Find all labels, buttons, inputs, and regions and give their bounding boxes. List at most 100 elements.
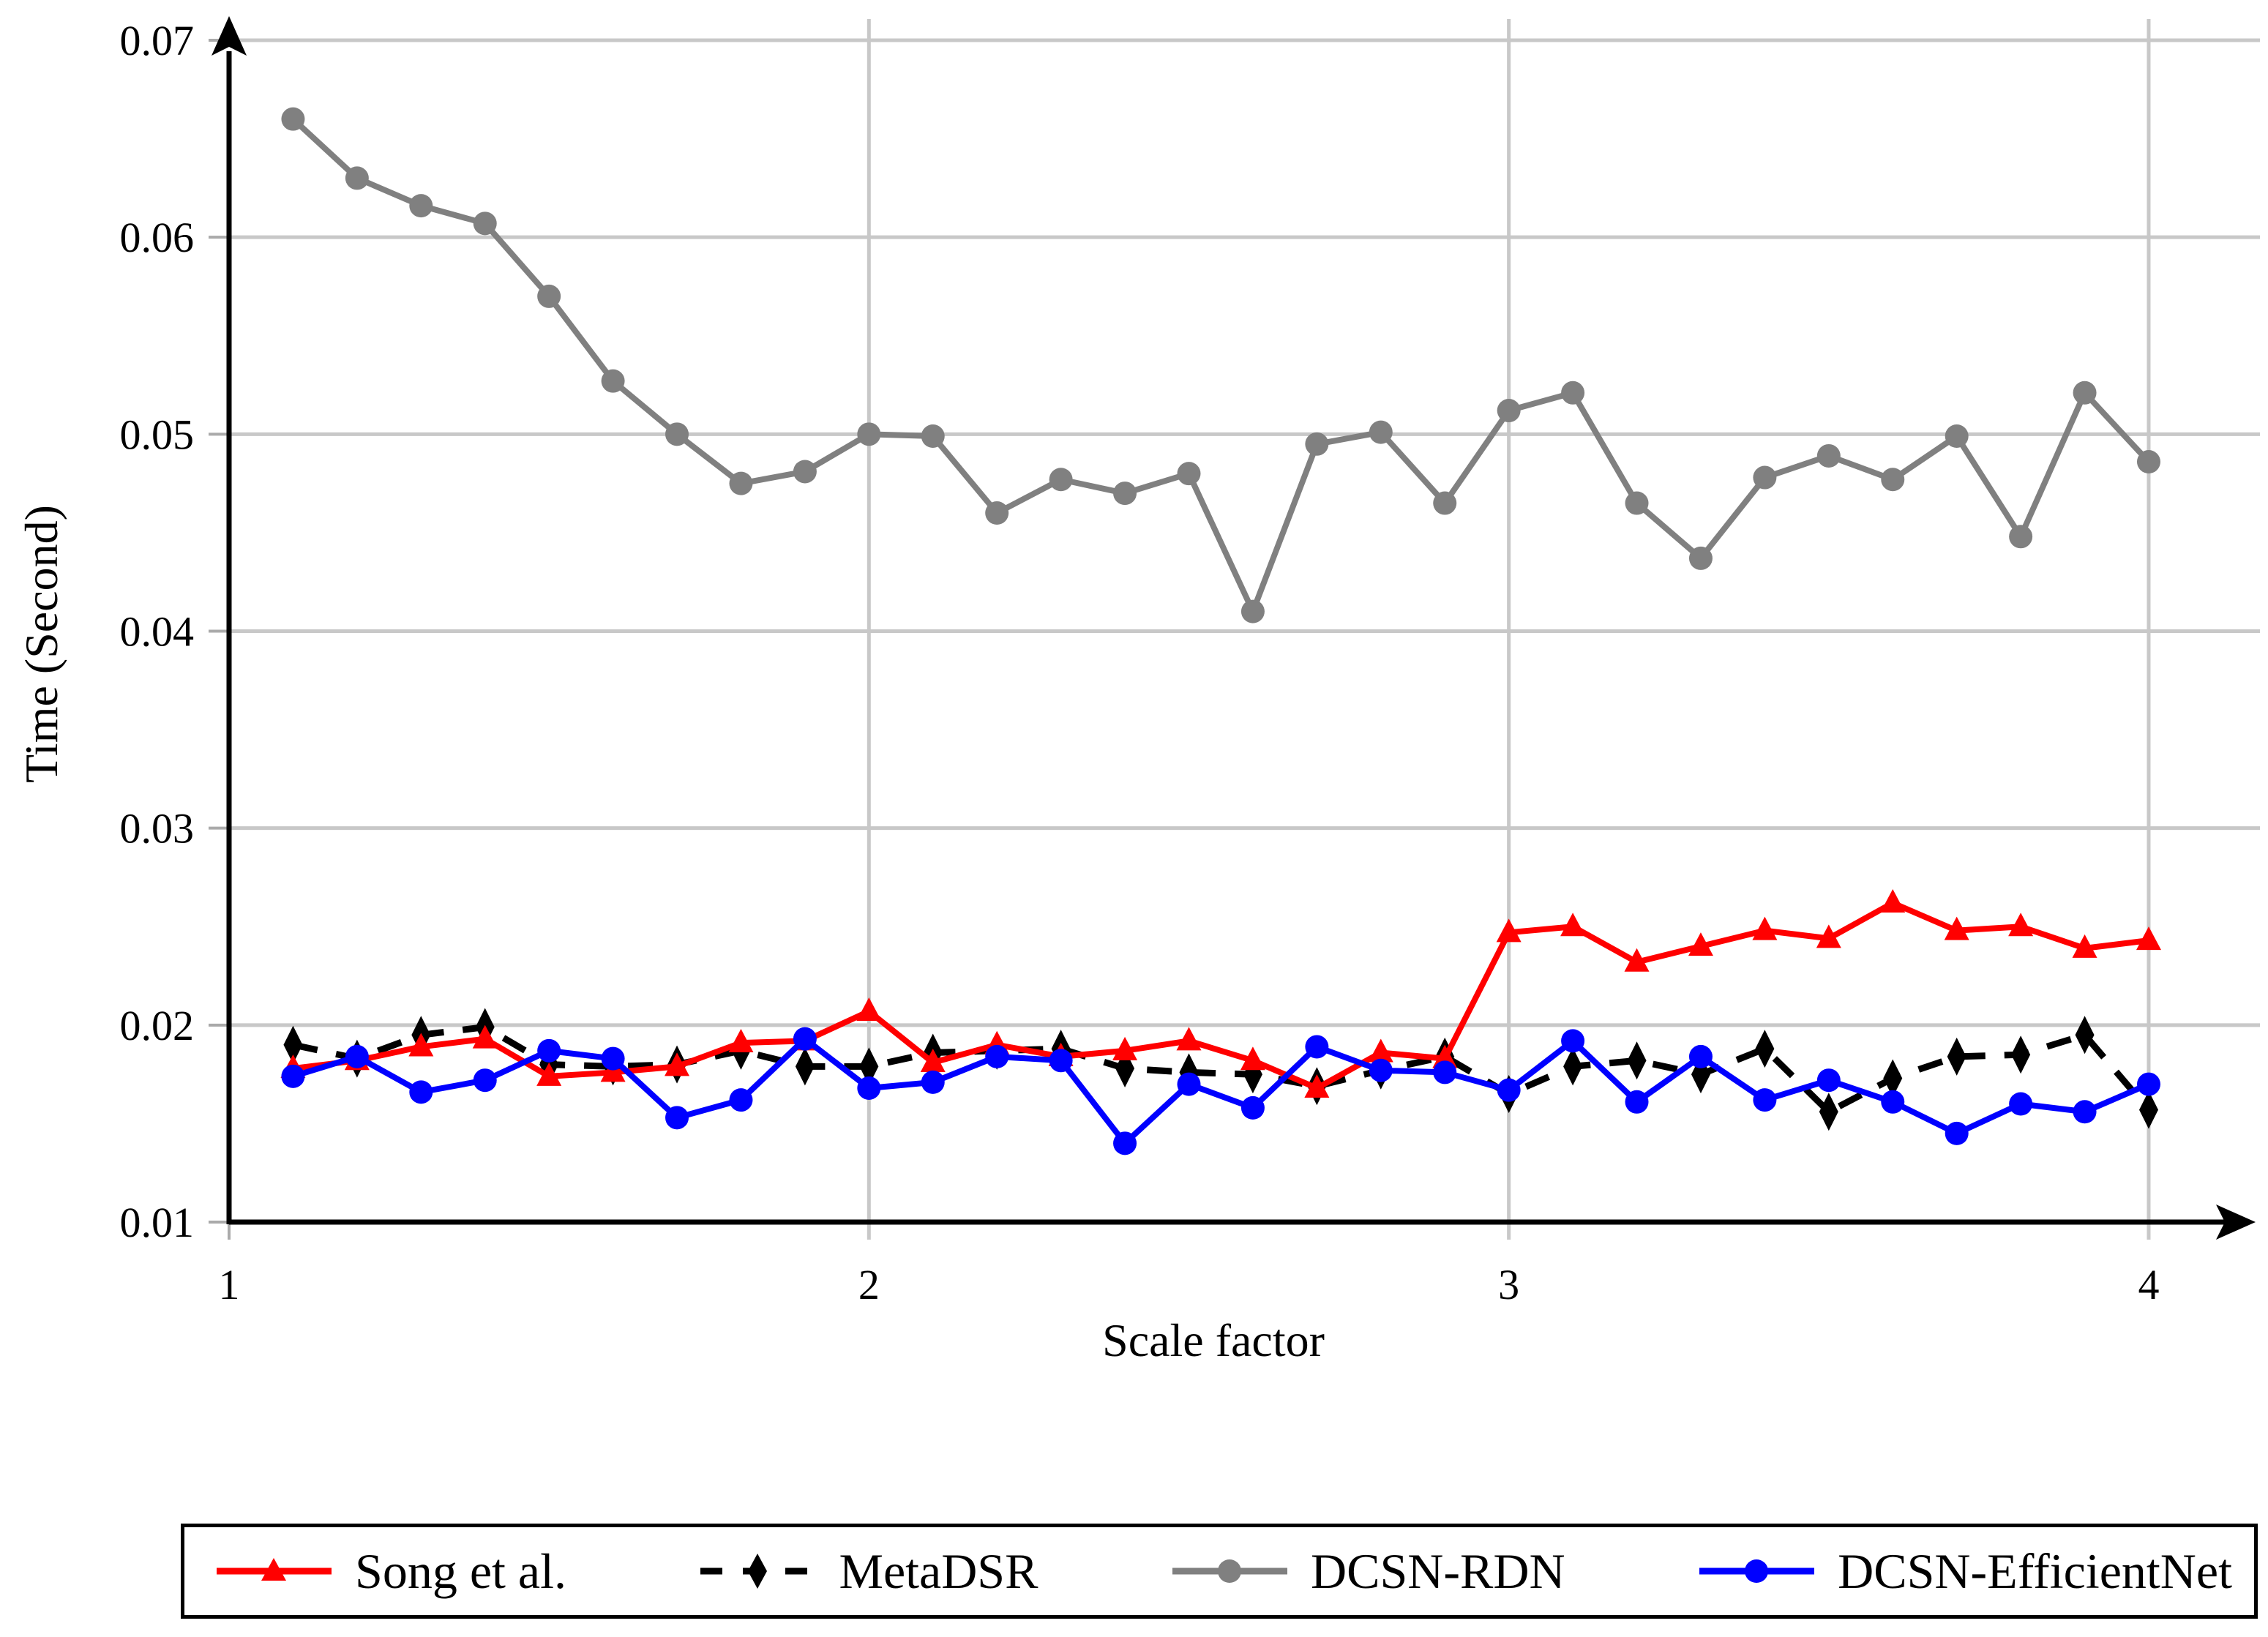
- series-marker-circle-dcsn-rdn: [2073, 381, 2097, 405]
- series-marker-circle-dcsn-efficientnet: [2009, 1092, 2033, 1116]
- series-marker-triangle-song-et-al: [2008, 913, 2034, 937]
- legend-sample-circle-icon: [1745, 1559, 1769, 1583]
- legend-item-song-et-al: Song et al.: [214, 1543, 566, 1600]
- series-line-metadsr: [292, 1024, 2152, 1115]
- series-marker-circle-dcsn-efficientnet: [1945, 1121, 1969, 1145]
- series-marker-diamond-metadsr: [1563, 1047, 1583, 1086]
- legend-box: Song et al. MetaDSR DCSN-RDN DCSN-Effici…: [181, 1524, 2258, 1619]
- series-marker-circle-dcsn-efficientnet: [1561, 1029, 1585, 1053]
- series-marker-circle-dcsn-rdn: [1688, 546, 1713, 570]
- x-axis-label: Scale factor: [1102, 1314, 1325, 1366]
- y-tick-label: 0.03: [120, 805, 195, 853]
- x-axis-arrow-icon: [2216, 1205, 2256, 1240]
- series-marker-circle-dcsn-rdn: [537, 284, 561, 308]
- series-marker-diamond-metadsr: [1883, 1059, 1903, 1098]
- legend-line-circle-icon: [1172, 1559, 1287, 1583]
- series-marker-diamond-metadsr: [859, 1047, 879, 1086]
- series-marker-circle-dcsn-rdn: [729, 471, 753, 495]
- series-marker-diamond-metadsr: [1755, 1030, 1775, 1068]
- series-marker-circle-dcsn-efficientnet: [1305, 1035, 1329, 1059]
- series-marker-circle-dcsn-efficientnet: [985, 1044, 1009, 1068]
- legend-line-triangle-icon: [217, 1558, 332, 1581]
- legend-item-metadsr: MetaDSR: [697, 1543, 1038, 1600]
- series-marker-circle-dcsn-efficientnet: [473, 1068, 497, 1093]
- y-axis-arrow-icon: [212, 16, 247, 56]
- series-marker-triangle-song-et-al: [2136, 926, 2161, 951]
- series-marker-diamond-metadsr: [1819, 1093, 1838, 1131]
- series-marker-circle-dcsn-rdn: [1561, 381, 1585, 405]
- y-tick-label: 0.05: [120, 411, 195, 458]
- legend-label: DCSN-EfficientNet: [1838, 1543, 2232, 1599]
- series-marker-triangle-song-et-al: [1752, 916, 1778, 940]
- series-marker-circle-dcsn-efficientnet: [729, 1088, 753, 1112]
- series-marker-triangle-song-et-al: [2072, 934, 2097, 958]
- series-marker-circle-dcsn-rdn: [1240, 599, 1265, 623]
- series-marker-diamond-metadsr: [1947, 1037, 1966, 1076]
- y-axis-label: Time (Second): [15, 505, 67, 783]
- series-marker-circle-dcsn-efficientnet: [2136, 1072, 2160, 1096]
- series-marker-circle-dcsn-rdn: [1753, 465, 1777, 490]
- series-marker-diamond-metadsr: [1627, 1041, 1647, 1080]
- series-line-dcsn-rdn: [291, 116, 2151, 615]
- series-marker-triangle-song-et-al: [1496, 918, 1522, 943]
- series-marker-triangle-song-et-al: [408, 1033, 434, 1057]
- x-tick-label: 4: [2138, 1261, 2159, 1308]
- series-marker-triangle-song-et-al: [920, 1048, 946, 1072]
- series-line-dcsn-efficientnet: [292, 1035, 2150, 1147]
- legend-item-dcsn-rdn: DCSN-RDN: [1169, 1543, 1565, 1600]
- series-marker-circle-dcsn-rdn: [1433, 491, 1457, 515]
- legend-dashed-diamond-icon: [700, 1554, 816, 1589]
- series-marker-triangle-song-et-al: [856, 997, 882, 1021]
- series-marker-circle-dcsn-efficientnet: [1049, 1049, 1073, 1073]
- series-marker-circle-dcsn-rdn: [665, 422, 689, 446]
- legend-item-dcsn-efficientnet: DCSN-EfficientNet: [1696, 1543, 2232, 1600]
- series-marker-triangle-song-et-al: [1304, 1074, 1330, 1098]
- y-tick-label: 0.02: [120, 1002, 195, 1049]
- series-marker-triangle-song-et-al: [1176, 1027, 1202, 1051]
- series-marker-circle-dcsn-efficientnet: [1753, 1088, 1777, 1112]
- series-marker-triangle-song-et-al: [1944, 916, 1969, 940]
- series-marker-circle-dcsn-rdn: [1177, 462, 1201, 486]
- series-marker-diamond-metadsr: [2138, 1090, 2158, 1129]
- series-marker-triangle-song-et-al: [536, 1062, 562, 1086]
- series-marker-circle-dcsn-rdn: [1049, 468, 1073, 492]
- series-marker-circle-dcsn-rdn: [281, 107, 305, 131]
- series-marker-circle-dcsn-rdn: [857, 422, 881, 446]
- series-marker-diamond-metadsr: [2075, 1016, 2095, 1055]
- series-marker-circle-dcsn-efficientnet: [409, 1080, 433, 1104]
- series-marker-circle-dcsn-rdn: [473, 211, 497, 236]
- series-marker-circle-dcsn-efficientnet: [793, 1027, 817, 1051]
- series-marker-circle-dcsn-rdn: [601, 369, 625, 393]
- legend-sample-triangle-icon: [261, 1558, 286, 1581]
- series-marker-circle-dcsn-efficientnet: [1497, 1078, 1521, 1102]
- series-marker-triangle-song-et-al: [728, 1029, 754, 1053]
- series-marker-triangle-song-et-al: [1112, 1036, 1138, 1060]
- series-marker-circle-dcsn-efficientnet: [1688, 1044, 1713, 1068]
- series-marker-circle-dcsn-efficientnet: [1881, 1090, 1905, 1114]
- series-marker-triangle-song-et-al: [665, 1052, 690, 1076]
- legend-label: DCSN-RDN: [1311, 1543, 1565, 1599]
- y-tick-label: 0.06: [120, 214, 195, 261]
- series-marker-circle-dcsn-rdn: [409, 194, 433, 218]
- y-tick-label: 0.04: [120, 608, 195, 656]
- series-marker-circle-dcsn-efficientnet: [1816, 1068, 1841, 1093]
- series-marker-circle-dcsn-rdn: [2136, 450, 2160, 474]
- series-marker-circle-dcsn-efficientnet: [1113, 1131, 1137, 1155]
- series-marker-triangle-song-et-al: [1688, 932, 1713, 956]
- series-marker-circle-dcsn-rdn: [1945, 424, 1969, 449]
- legend-sample-diamond-icon: [748, 1554, 768, 1589]
- y-tick-label: 0.07: [120, 17, 195, 64]
- series-marker-diamond-metadsr: [2011, 1035, 2031, 1074]
- series-marker-circle-dcsn-rdn: [1497, 399, 1521, 423]
- series-marker-triangle-song-et-al: [1432, 1044, 1458, 1068]
- series-marker-triangle-song-et-al: [1624, 948, 1650, 972]
- series-marker-circle-dcsn-rdn: [345, 166, 369, 190]
- series-line-song-et-al: [292, 899, 2149, 1091]
- y-tick-label: 0.01: [120, 1199, 195, 1246]
- series-marker-circle-dcsn-efficientnet: [1433, 1060, 1457, 1085]
- series-marker-circle-dcsn-rdn: [1881, 468, 1905, 492]
- series-marker-triangle-song-et-al: [1816, 924, 1841, 948]
- x-tick-label: 3: [1498, 1261, 1519, 1308]
- series-marker-circle-dcsn-rdn: [793, 460, 817, 484]
